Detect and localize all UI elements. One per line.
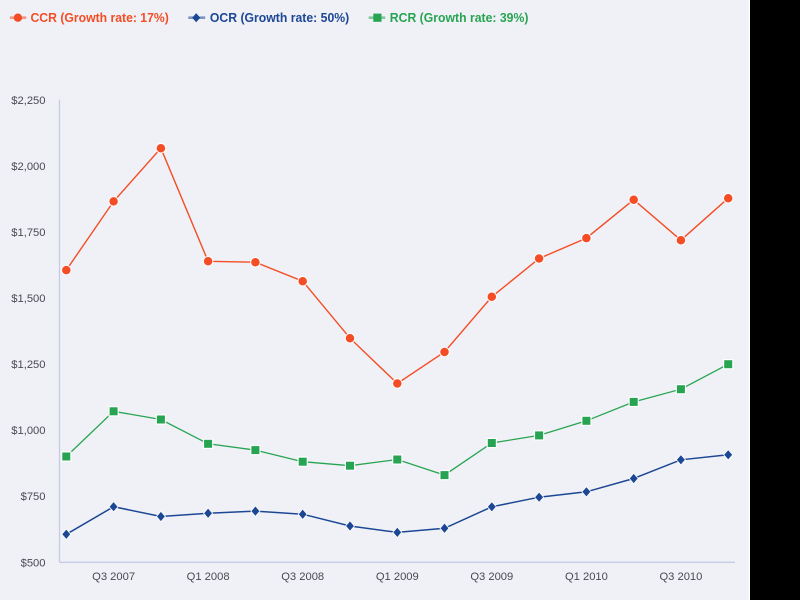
svg-text:$1,500: $1,500: [11, 293, 45, 305]
svg-text:Q3 2007: Q3 2007: [92, 571, 135, 583]
svg-text:Q1 2009: Q1 2009: [376, 571, 419, 583]
svg-text:$750: $750: [21, 491, 46, 503]
svg-text:Q1 2008: Q1 2008: [187, 571, 230, 583]
svg-text:$1,250: $1,250: [11, 359, 45, 371]
svg-text:Q3 2008: Q3 2008: [281, 571, 324, 583]
svg-text:RCR (Growth rate: 39%): RCR (Growth rate: 39%): [390, 10, 529, 25]
svg-text:CCR (Growth rate: 17%): CCR (Growth rate: 17%): [31, 10, 169, 25]
svg-text:$500: $500: [21, 557, 46, 569]
svg-text:$1,750: $1,750: [11, 227, 45, 239]
svg-text:$2,250: $2,250: [11, 95, 45, 107]
svg-text:$2,000: $2,000: [11, 161, 45, 173]
svg-text:Q3 2009: Q3 2009: [470, 571, 513, 583]
svg-text:Q1 2010: Q1 2010: [565, 571, 608, 583]
svg-text:$1,000: $1,000: [11, 425, 45, 437]
svg-text:OCR (Growth rate: 50%): OCR (Growth rate: 50%): [210, 10, 349, 25]
svg-text:Q3 2010: Q3 2010: [659, 571, 702, 583]
